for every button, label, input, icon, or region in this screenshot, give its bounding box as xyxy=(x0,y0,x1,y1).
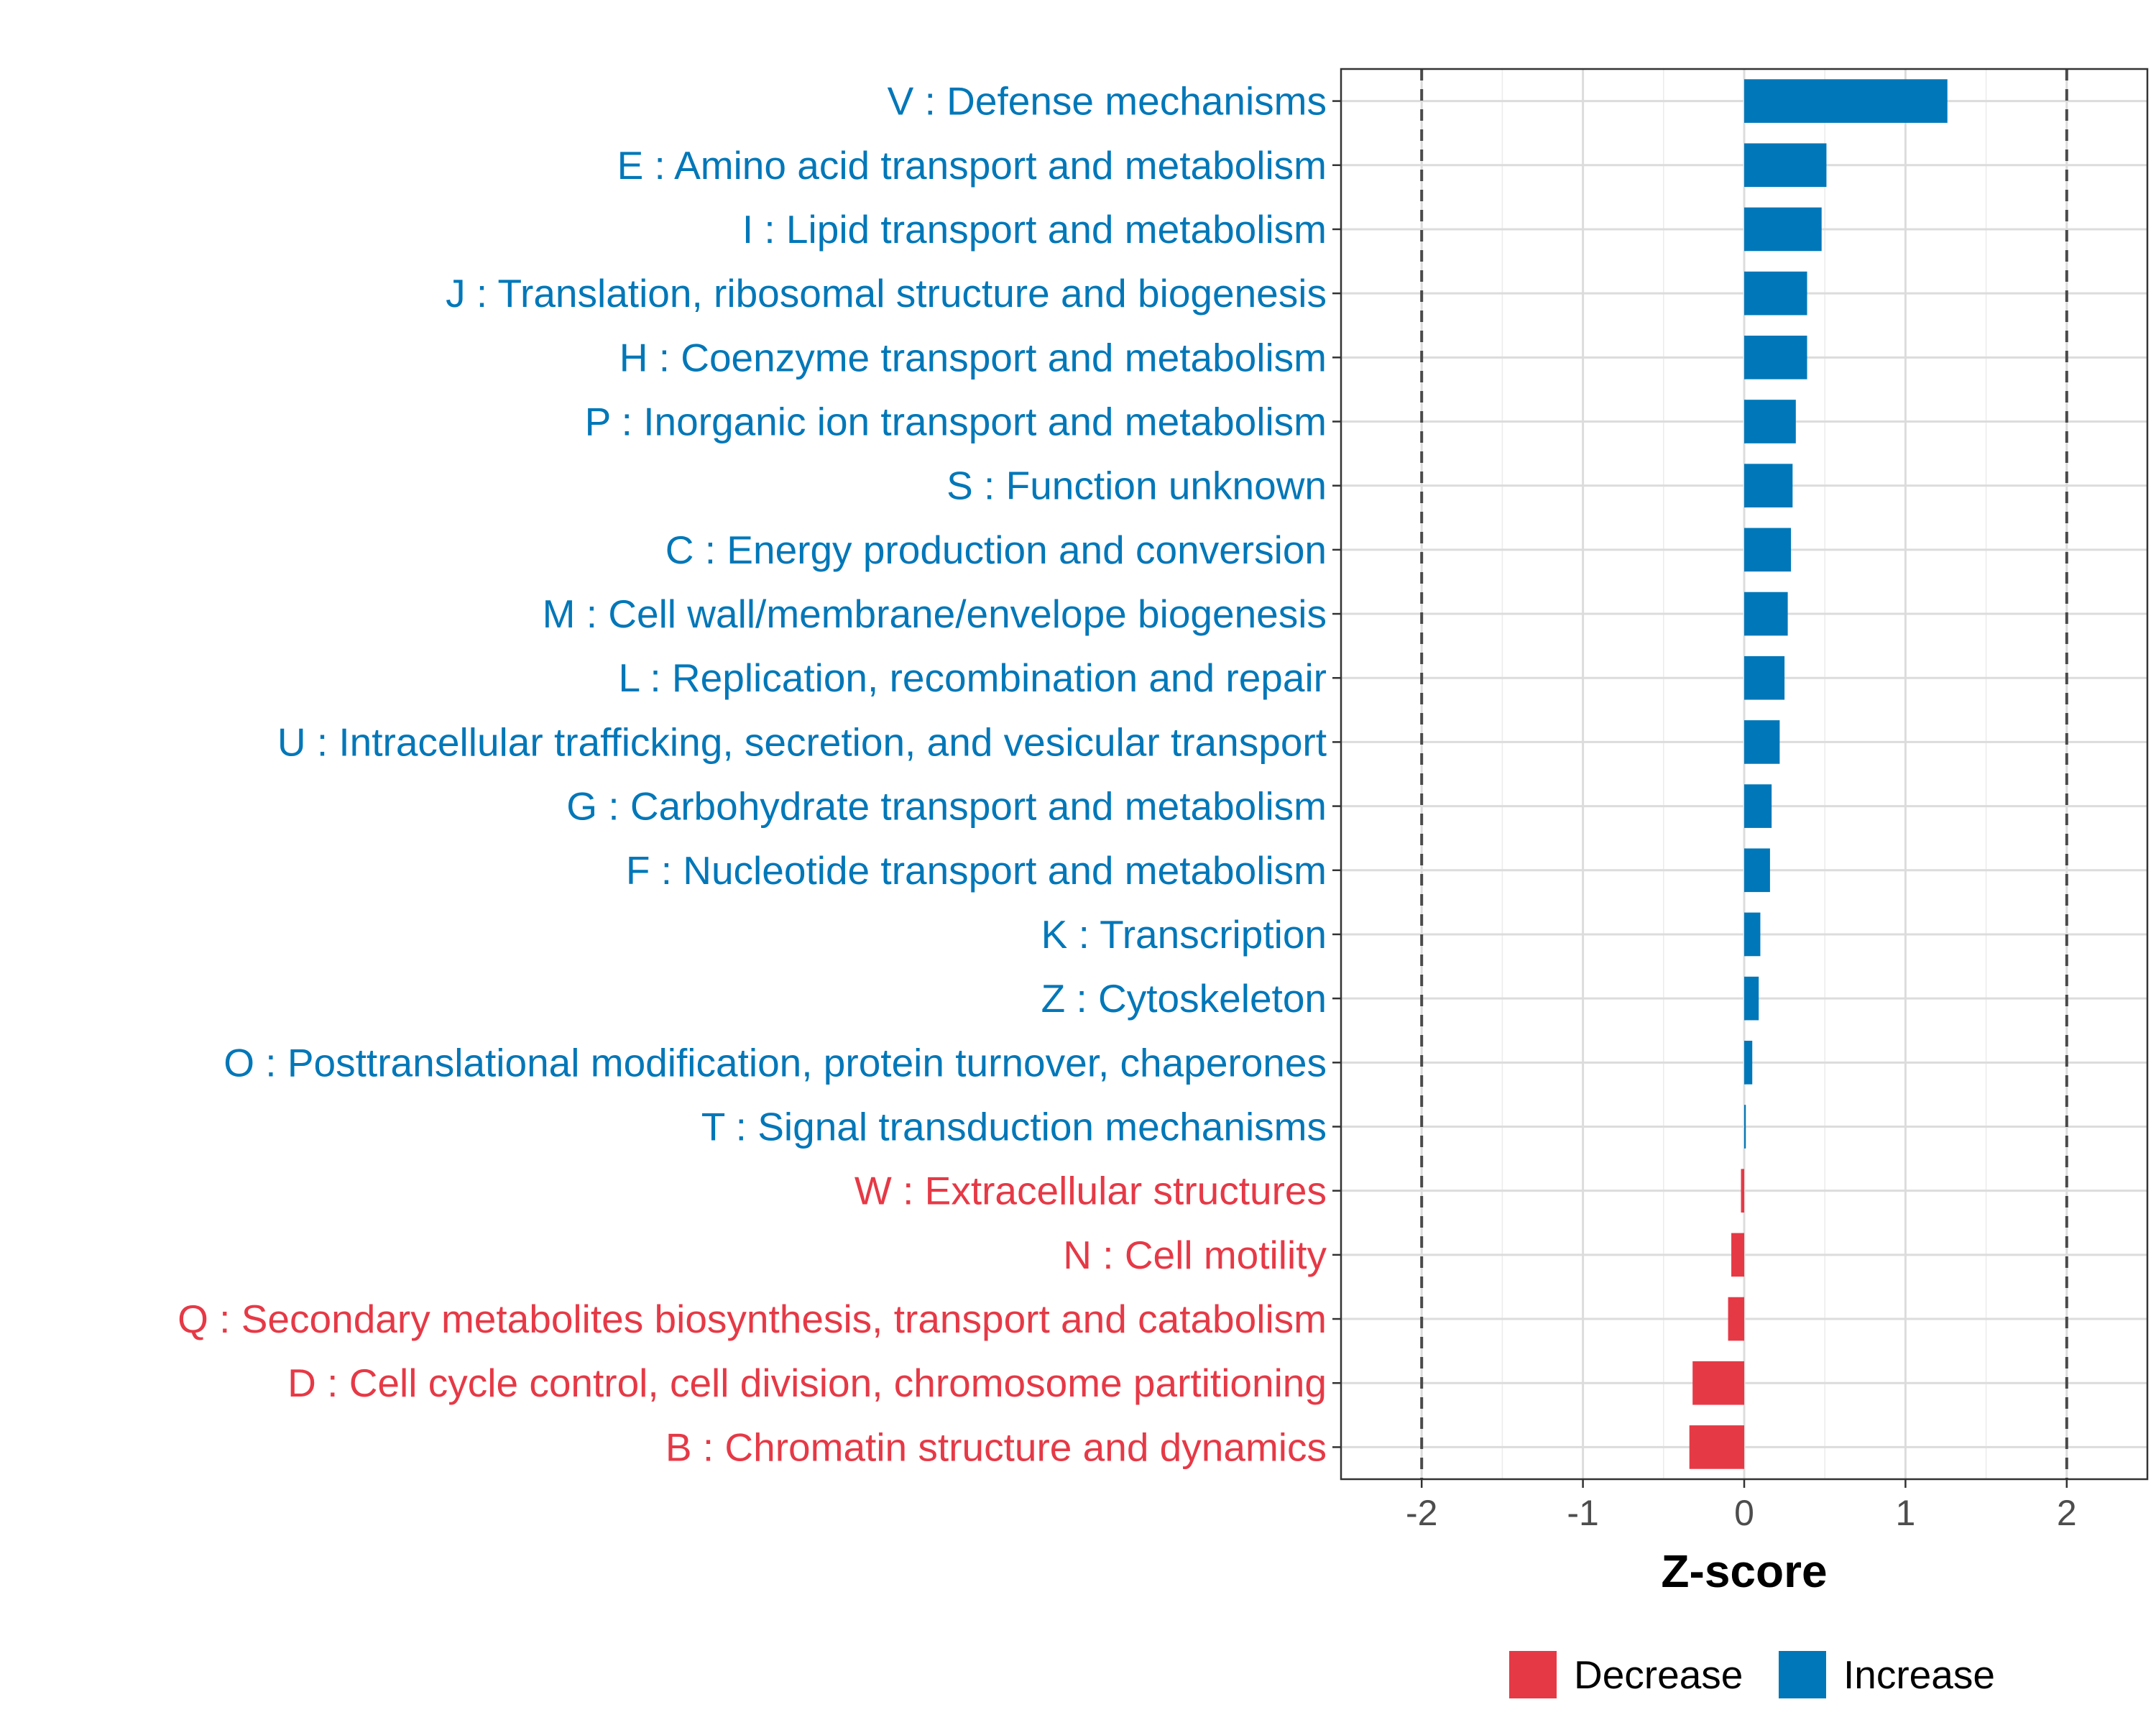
bar xyxy=(1744,1040,1753,1085)
category-label: U : Intracellular trafficking, secretion… xyxy=(277,719,1327,764)
category-label: Q : Secondary metabolites biosynthesis, … xyxy=(178,1297,1327,1341)
category-label: F : Nucleotide transport and metabolism xyxy=(626,848,1327,893)
category-label: D : Cell cycle control, cell division, c… xyxy=(287,1361,1327,1405)
bar xyxy=(1689,1425,1744,1469)
bar xyxy=(1744,656,1785,700)
legend-swatch xyxy=(1509,1651,1557,1698)
category-label: E : Amino acid transport and metabolism xyxy=(617,143,1327,188)
bar xyxy=(1744,271,1807,316)
x-tick-label: 1 xyxy=(1895,1493,1915,1533)
category-label: N : Cell motility xyxy=(1063,1233,1327,1277)
x-axis: -2 -1 0 1 2 xyxy=(1406,1479,2077,1533)
bar xyxy=(1741,1169,1744,1213)
bar xyxy=(1744,528,1792,572)
bar xyxy=(1744,720,1780,764)
legend: Decrease Increase xyxy=(1509,1651,1995,1698)
reference-lines xyxy=(1420,69,2068,1479)
bar xyxy=(1728,1297,1744,1341)
category-label: H : Coenzyme transport and metabolism xyxy=(619,335,1327,380)
category-label: L : Replication, recombination and repai… xyxy=(619,656,1327,700)
category-label: B : Chromatin structure and dynamics xyxy=(665,1425,1327,1469)
category-label: M : Cell wall/membrane/envelope biogenes… xyxy=(543,592,1327,636)
bars xyxy=(1689,79,1948,1469)
bar xyxy=(1744,335,1807,380)
bar xyxy=(1744,400,1796,443)
category-label: K : Transcription xyxy=(1041,912,1327,957)
category-label: G : Carbohydrate transport and metabolis… xyxy=(566,784,1327,829)
bar xyxy=(1731,1233,1744,1277)
x-tick-label: 0 xyxy=(1734,1493,1754,1533)
bar xyxy=(1744,207,1822,252)
category-label: Z : Cytoskeleton xyxy=(1041,976,1327,1021)
category-label: I : Lipid transport and metabolism xyxy=(742,207,1327,252)
category-label: J : Translation, ribosomal structure and… xyxy=(446,271,1327,316)
legend-label: Decrease xyxy=(1574,1652,1743,1697)
x-tick-label: 2 xyxy=(2057,1493,2077,1533)
bar xyxy=(1744,592,1788,636)
bar xyxy=(1744,912,1761,957)
bar xyxy=(1744,464,1793,508)
bar xyxy=(1744,1105,1746,1149)
x-tick-label: -1 xyxy=(1567,1493,1598,1533)
category-label: V : Defense mechanisms xyxy=(888,79,1327,124)
category-label: W : Extracellular structures xyxy=(854,1169,1327,1213)
x-tick-label: -2 xyxy=(1406,1493,1437,1533)
bar xyxy=(1744,784,1772,828)
category-label: C : Energy production and conversion xyxy=(665,528,1327,572)
bar xyxy=(1692,1361,1744,1405)
bar xyxy=(1744,143,1827,188)
category-label: P : Inorganic ion transport and metaboli… xyxy=(585,400,1327,444)
bar xyxy=(1744,79,1948,123)
category-label: O : Posttranslational modification, prot… xyxy=(224,1040,1327,1085)
y-axis: V : Defense mechanisms E : Amino acid tra… xyxy=(178,79,1341,1469)
legend-label: Increase xyxy=(1843,1652,1995,1697)
category-label: T : Signal transduction mechanisms xyxy=(701,1105,1327,1149)
bar xyxy=(1744,848,1770,893)
category-label: S : Function unknown xyxy=(946,464,1327,508)
bar xyxy=(1744,976,1759,1021)
legend-swatch xyxy=(1779,1651,1826,1698)
x-axis-title: Z-score xyxy=(1661,1545,1827,1597)
